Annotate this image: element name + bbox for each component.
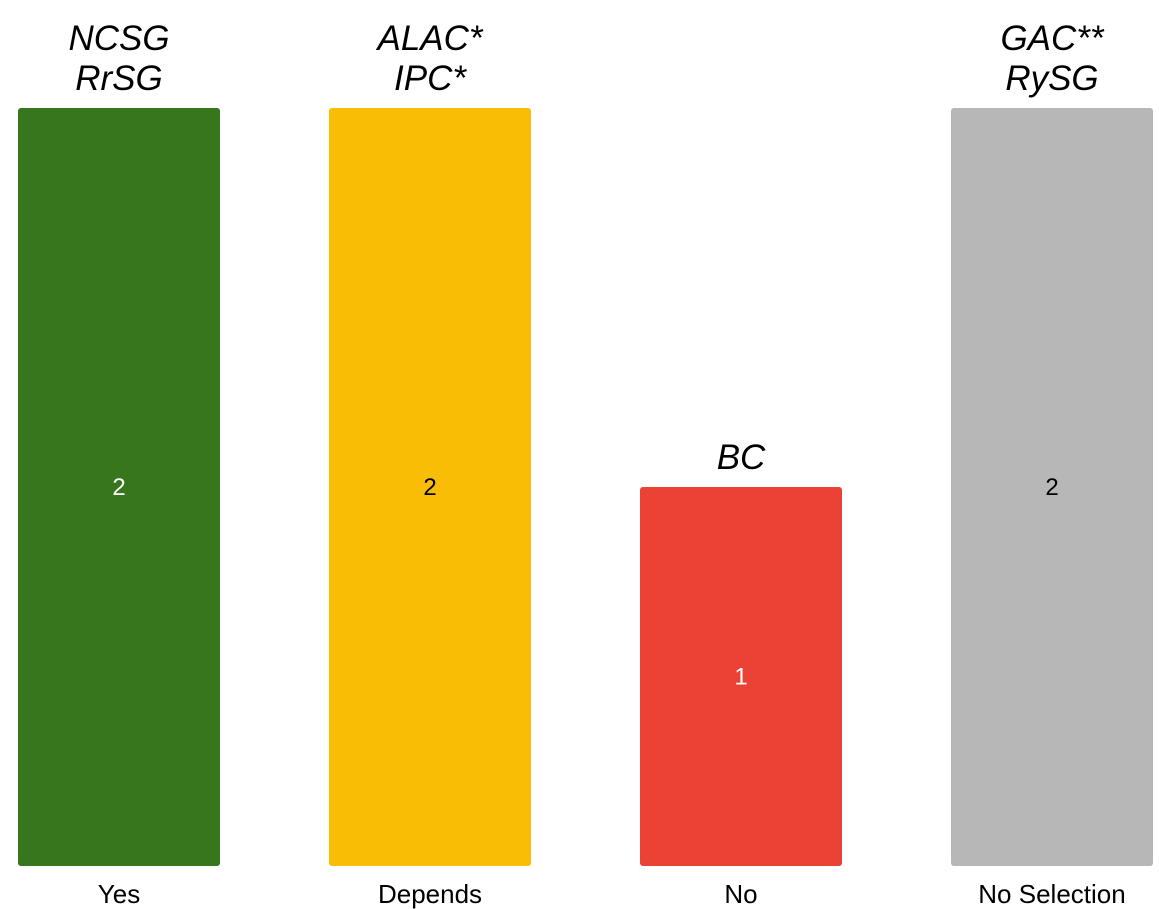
group-label-no-selection-1: GAC** — [1000, 19, 1104, 58]
group-label-yes-1: NCSG — [68, 19, 169, 58]
x-tick-label-depends: Depends — [378, 879, 482, 909]
value-label-no: 1 — [734, 664, 747, 691]
value-label-yes: 2 — [112, 474, 125, 501]
value-label-depends: 2 — [423, 474, 436, 501]
bar-depends — [329, 108, 531, 866]
x-tick-label-no: No — [724, 879, 757, 909]
group-label-no-selection-2: RySG — [1005, 59, 1098, 98]
value-label-no-selection: 2 — [1045, 474, 1058, 501]
x-tick-label-no-selection: No Selection — [978, 879, 1125, 909]
bar-no-selection — [951, 108, 1153, 866]
group-label-yes-2: RrSG — [75, 59, 163, 98]
bar-no — [640, 487, 842, 866]
group-label-no-1: BC — [717, 438, 766, 477]
bar-yes — [18, 108, 220, 866]
x-tick-label-yes: Yes — [98, 879, 140, 909]
group-label-depends-1: ALAC* — [375, 19, 483, 58]
group-label-depends-2: IPC* — [394, 59, 467, 98]
